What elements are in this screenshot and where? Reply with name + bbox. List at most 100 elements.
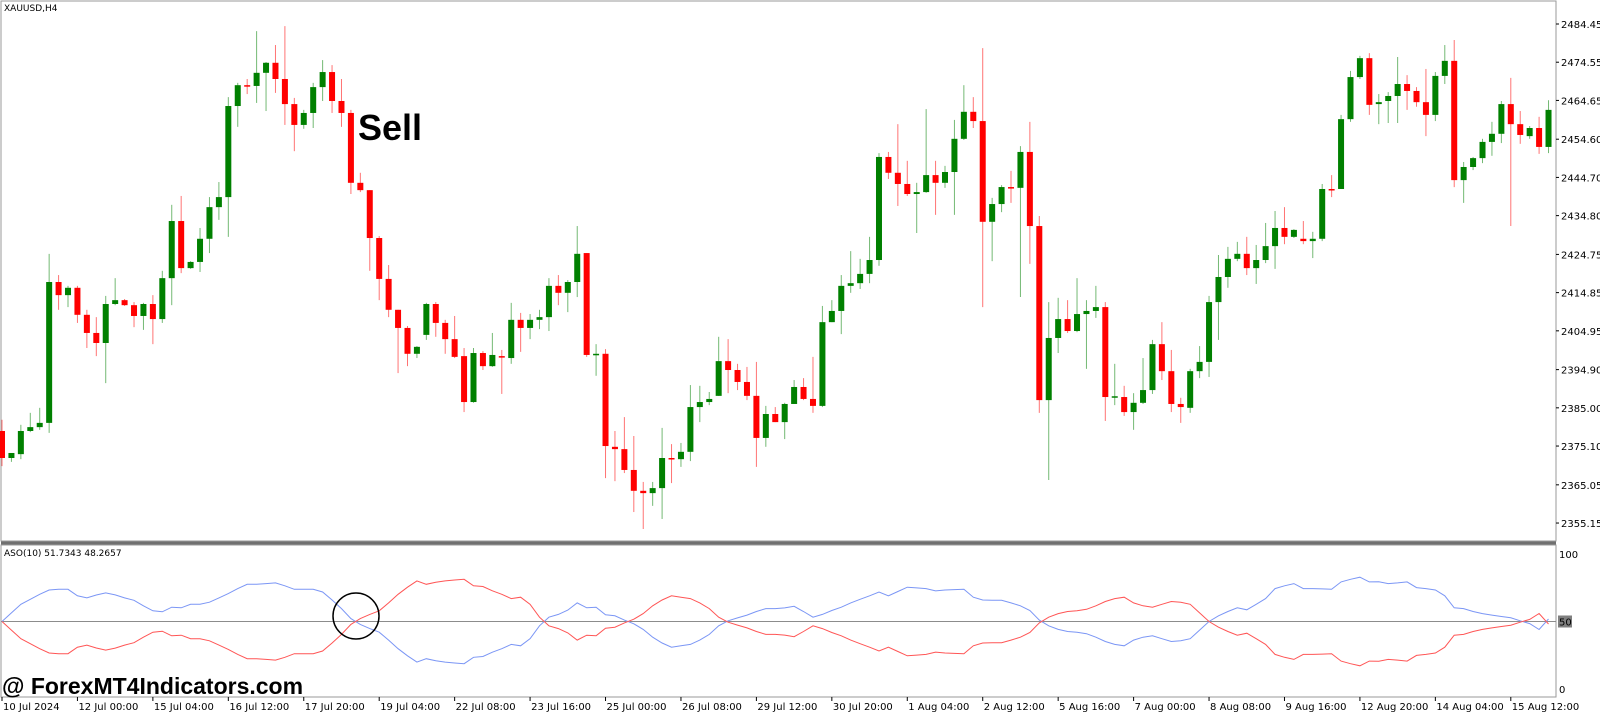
bear-candle [1517,111,1524,144]
bear-candle [885,151,892,179]
time-tick-label: 9 Aug 16:00 [1285,702,1346,713]
bull-candle [1196,346,1203,379]
bull-candle [857,258,864,289]
bull-candle [1187,368,1194,413]
bear-candle [93,317,100,357]
candle-body [46,282,53,423]
candle-body [461,356,468,403]
price-tick-label: 2394.900 [1561,366,1600,377]
candle-body [1215,276,1222,303]
candle-body [725,361,732,371]
bear-candle [461,348,468,413]
bull-candle [215,182,222,220]
bull-candle [960,85,967,140]
candle-body [131,305,138,316]
candle-body [1356,58,1363,78]
candle-body [206,207,213,239]
candle-body [1488,133,1495,142]
indicator-axis: 100 50 0 [1,550,1578,696]
candle-body [404,327,411,354]
candle-body [564,282,571,293]
bear-candle [1422,68,1429,137]
candle-body [640,490,647,494]
indicator-tick-label: 100 [1559,550,1578,561]
bull-candle [1017,146,1024,298]
indicator-lines [1,576,1549,667]
bear-candle [1300,221,1307,245]
bear-candle [517,312,524,352]
bear-candle [404,326,411,367]
price-pane[interactable]: 2484.450 2474.550 2464.650 2454.600 2444.700… [0,0,1600,542]
candle-body [234,85,241,107]
bull-candle [225,97,232,237]
time-tick-label: 14 Aug 04:00 [1436,702,1503,713]
candle-body [1319,188,1326,239]
candle-body [1074,314,1081,332]
candle-body [1413,90,1420,103]
candle-body [970,111,977,122]
candle-body [1092,307,1099,311]
candle-body [1036,226,1043,401]
bear-candle [932,160,939,215]
price-tick-label: 2484.450 [1561,20,1600,31]
candle-body [1140,390,1147,403]
candle-body [1375,102,1382,105]
candle-body [470,353,477,403]
time-axis: 10 Jul 2024 12 Jul 00:00 15 Jul 04:00 16 Ju… [1,697,1579,713]
candle-body [1168,371,1175,404]
bull-candle [1375,94,1382,125]
candle-body [1045,337,1052,401]
candle-body [1272,227,1279,247]
bear-candle [743,366,750,401]
bull-candle [998,185,1005,213]
candle-body [149,304,156,320]
bear-candle [800,378,807,401]
candle-body [1083,310,1090,315]
bear-candle [1026,121,1033,264]
time-tick-label: 19 Jul 04:00 [380,702,440,713]
candle-body [55,282,62,296]
indicator-tick-label: 50 [1559,618,1572,629]
candle-body [1017,151,1024,188]
candle-body [696,402,703,408]
bull-candle [508,302,515,364]
candle-body [800,386,807,399]
candle-body [1536,128,1543,147]
bull-candle [677,442,684,467]
bull-candle [1432,72,1439,122]
bull-candle [715,336,722,396]
bull-candle [1130,393,1137,430]
time-tick-label: 25 Jul 00:00 [607,702,667,713]
bull-candle [1498,100,1505,144]
candle-body [1432,75,1439,115]
bear-candle [131,302,138,328]
aso-indicator-pane[interactable]: 100 50 0 [0,544,1578,698]
bull-candle [27,412,34,433]
candle-body [866,260,873,274]
bull-candle [1385,92,1392,123]
time-tick-label: 15 Aug 12:00 [1512,702,1579,713]
bull-candle [762,405,769,447]
candle-body [932,175,939,183]
bull-candle [1215,254,1222,340]
candle-body [36,422,43,428]
bull-candle [36,407,43,430]
candle-body [951,138,958,173]
bull-candle [791,380,798,404]
bear-candle [1177,397,1184,423]
bear-candle [1121,385,1128,416]
candle-body [1517,124,1524,135]
aso-bears-line [1,578,1549,667]
bear-candle [0,419,5,467]
candle-body [1385,95,1392,101]
bull-candle [1460,161,1467,203]
bull-candle [1545,100,1552,154]
candle-body [0,430,5,459]
candle-body [479,353,486,367]
bull-candle [17,424,24,460]
bear-candle [734,363,741,391]
bull-candle [1149,339,1156,394]
bull-candle [659,427,666,519]
bull-candle [8,452,15,462]
